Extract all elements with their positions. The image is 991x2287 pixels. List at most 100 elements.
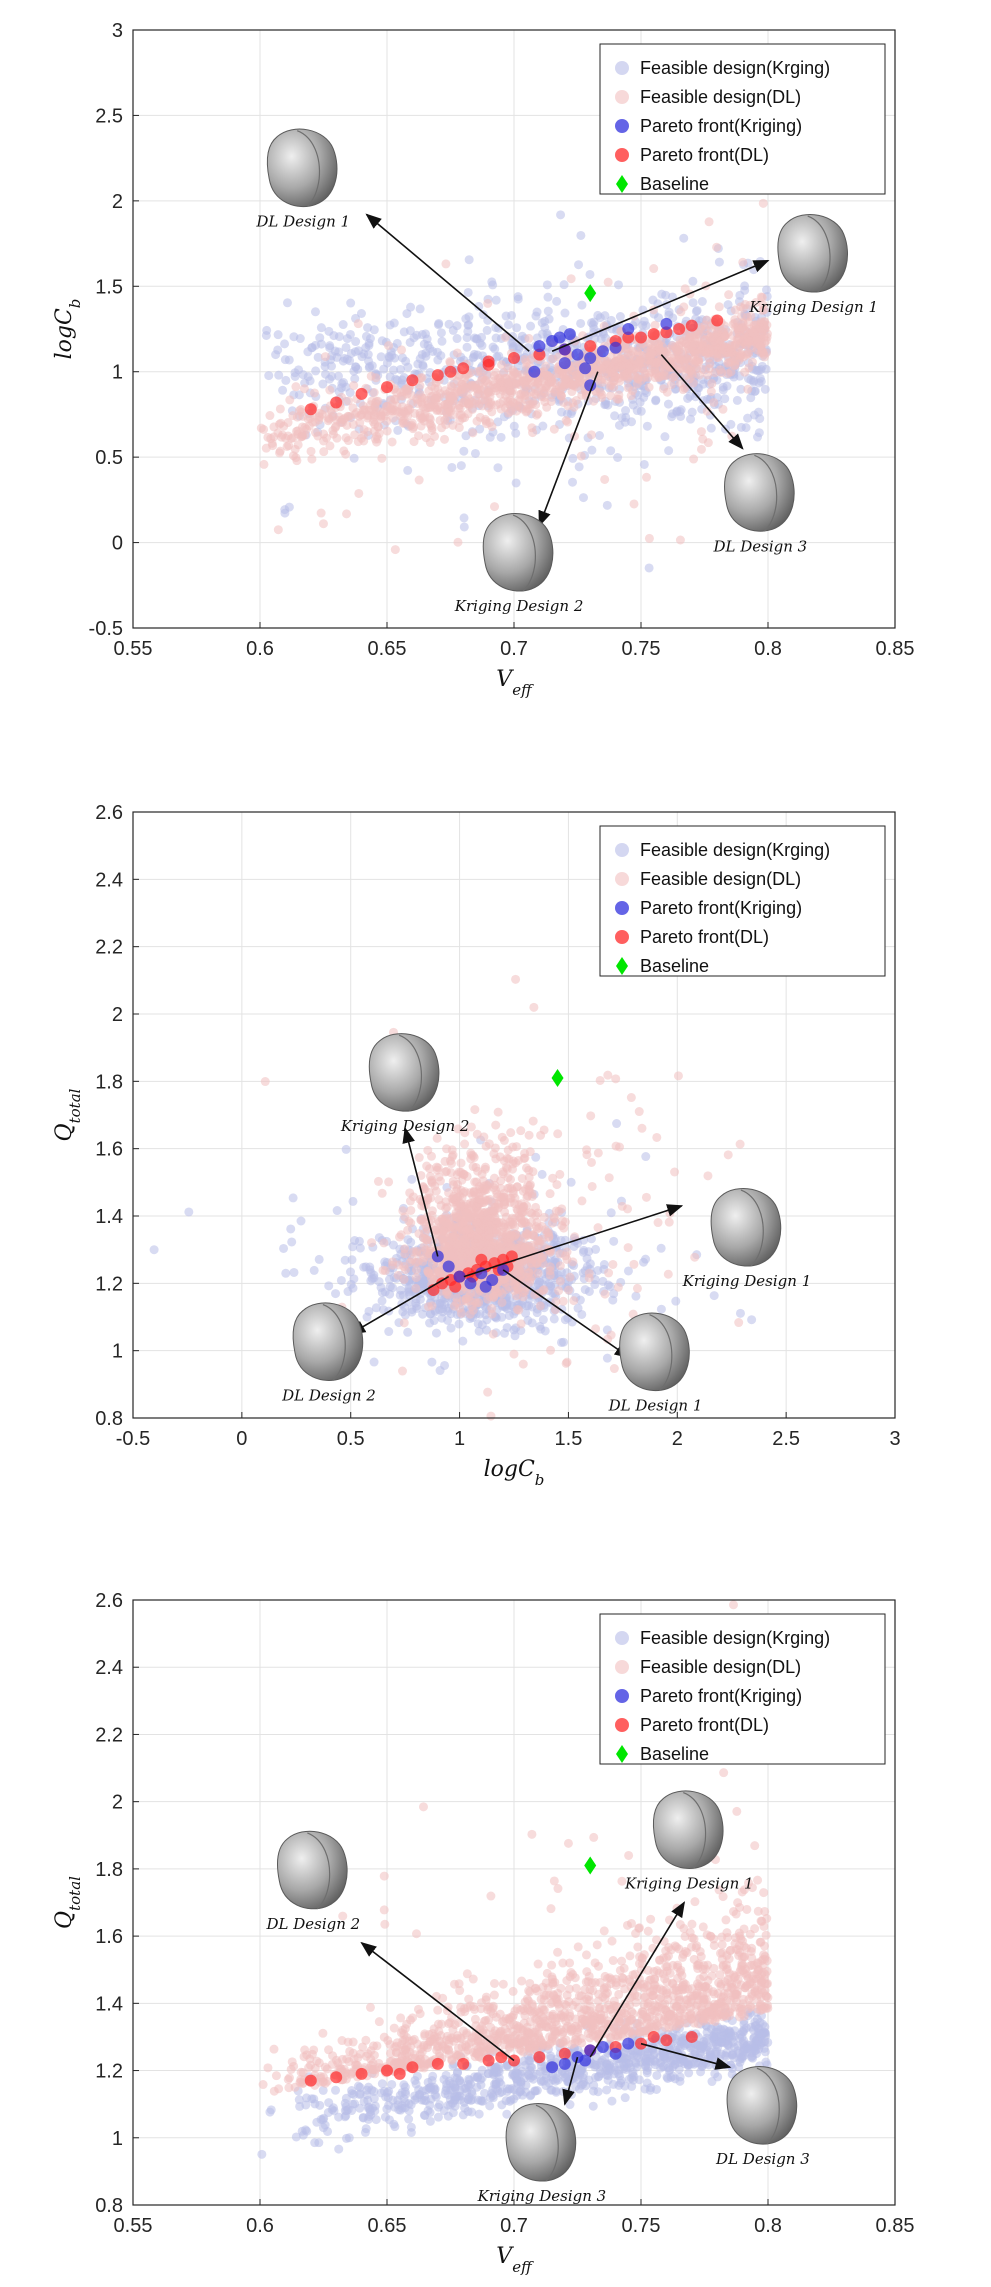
y-tick-label: 1: [112, 362, 123, 384]
feasible-kriging-point: [452, 321, 462, 331]
feasible-kriging-point: [691, 392, 701, 402]
feasible-kriging-point: [600, 400, 610, 410]
feasible-dl-point: [380, 1266, 390, 1276]
x-tick-label: -0.5: [116, 1428, 150, 1450]
feasible-kriging-point: [464, 320, 474, 330]
feasible-kriging-point: [334, 2144, 344, 2154]
feasible-dl-point: [275, 404, 285, 414]
feasible-dl-point: [519, 376, 529, 386]
feasible-kriging-point: [752, 432, 762, 442]
feasible-kriging-point: [492, 352, 502, 362]
feasible-kriging-point: [631, 1291, 641, 1301]
feasible-dl-point: [373, 422, 383, 432]
feasible-kriging-point: [325, 374, 335, 384]
feasible-kriging-point: [540, 323, 550, 333]
pareto-dl-point: [431, 369, 444, 382]
feasible-dl-point: [670, 1167, 680, 1177]
feasible-dl-point: [514, 1234, 524, 1244]
feasible-dl-point: [418, 413, 428, 423]
feasible-dl-point: [487, 1304, 497, 1314]
feasible-dl-point: [330, 423, 340, 433]
feasible-dl-point: [743, 384, 753, 394]
feasible-kriging-point: [406, 302, 416, 312]
feasible-kriging-point: [384, 1327, 394, 1337]
y-tick-label: 2.6: [95, 802, 123, 824]
feasible-dl-point: [696, 444, 706, 454]
pareto-dl-point: [635, 331, 647, 344]
feasible-kriging-point: [284, 355, 294, 365]
feasible-kriging-point: [743, 413, 753, 423]
feasible-dl-point: [609, 1364, 619, 1374]
shell-body: [482, 513, 554, 592]
annotation-label: DL Design 2: [281, 1387, 376, 1405]
feasible-dl-point: [623, 374, 633, 384]
feasible-kriging-point: [287, 1237, 297, 1247]
feasible-dl-point: [497, 1297, 507, 1307]
x-tick-label: 1: [454, 1428, 465, 1450]
feasible-kriging-point: [365, 1262, 375, 1272]
feasible-kriging-point: [371, 1303, 381, 1313]
feasible-dl-point: [545, 1262, 555, 1272]
feasible-kriging-point: [698, 396, 708, 406]
feasible-dl-point: [623, 1204, 633, 1214]
feasible-kriging-point: [404, 2114, 414, 2124]
feasible-kriging-point: [310, 340, 320, 350]
pareto-dl-point: [457, 362, 470, 375]
feasible-kriging-point: [578, 1247, 588, 1257]
feasible-dl-point: [422, 396, 432, 406]
feasible-dl-point: [517, 1207, 527, 1217]
feasible-dl-point: [384, 341, 394, 351]
feasible-dl-point: [629, 499, 639, 509]
feasible-dl-point: [438, 1226, 448, 1236]
pareto-kriging-point: [464, 1277, 477, 1290]
feasible-dl-point: [690, 1252, 700, 1262]
feasible-kriging-point: [387, 350, 397, 360]
shell-body: [777, 214, 848, 293]
feasible-dl-point: [431, 1186, 441, 1196]
pareto-kriging-point: [453, 1270, 466, 1283]
feasible-dl-point: [466, 1256, 476, 1266]
feasible-dl-point: [531, 1202, 541, 1212]
feasible-dl-point: [623, 383, 633, 393]
feasible-kriging-point: [621, 406, 631, 416]
annotation-label: Kriging Design 2: [454, 597, 584, 615]
feasible-kriging-point: [331, 1289, 341, 1299]
feasible-kriging-point: [474, 301, 484, 311]
feasible-kriging-point: [547, 345, 557, 355]
feasible-dl-point: [491, 368, 501, 378]
feasible-kriging-point: [566, 1177, 576, 1187]
feasible-dl-point: [654, 339, 664, 349]
feasible-dl-point: [322, 433, 332, 443]
feasible-kriging-point: [754, 407, 764, 417]
feasible-dl-point: [491, 1216, 501, 1226]
feasible-dl-point: [738, 257, 748, 267]
feasible-dl-point: [419, 1242, 429, 1252]
feasible-dl-point: [457, 1251, 467, 1261]
feasible-kriging-point: [399, 327, 409, 337]
feasible-kriging-point: [663, 399, 673, 409]
feasible-dl-point: [518, 1359, 528, 1369]
feasible-dl-point: [388, 413, 398, 423]
feasible-dl-point: [626, 1093, 636, 1103]
feasible-kriging-point: [736, 384, 746, 394]
feasible-kriging-point: [491, 333, 501, 343]
feasible-kriging-point: [459, 446, 469, 456]
feasible-dl-point: [445, 358, 455, 368]
feasible-dl-point: [427, 1206, 437, 1216]
x-tick-label: 0.5: [337, 1428, 365, 1450]
feasible-kriging-point: [470, 448, 480, 458]
feasible-kriging-point: [589, 317, 599, 327]
feasible-kriging-point: [296, 1216, 306, 1226]
y-tick-label: 1.8: [95, 1071, 123, 1093]
feasible-dl-point: [455, 1191, 465, 1201]
feasible-kriging-point: [687, 407, 697, 417]
feasible-dl-point: [548, 1173, 558, 1183]
feasible-dl-point: [427, 423, 437, 433]
feasible-dl-point: [283, 431, 293, 441]
feasible-dl-point: [273, 525, 283, 535]
feasible-kriging-point: [389, 365, 399, 375]
feasible-dl-point: [384, 1177, 394, 1187]
y-tick-label: 3: [112, 20, 123, 42]
feasible-dl-point: [482, 369, 492, 379]
y-tick-label: 2: [112, 191, 123, 213]
